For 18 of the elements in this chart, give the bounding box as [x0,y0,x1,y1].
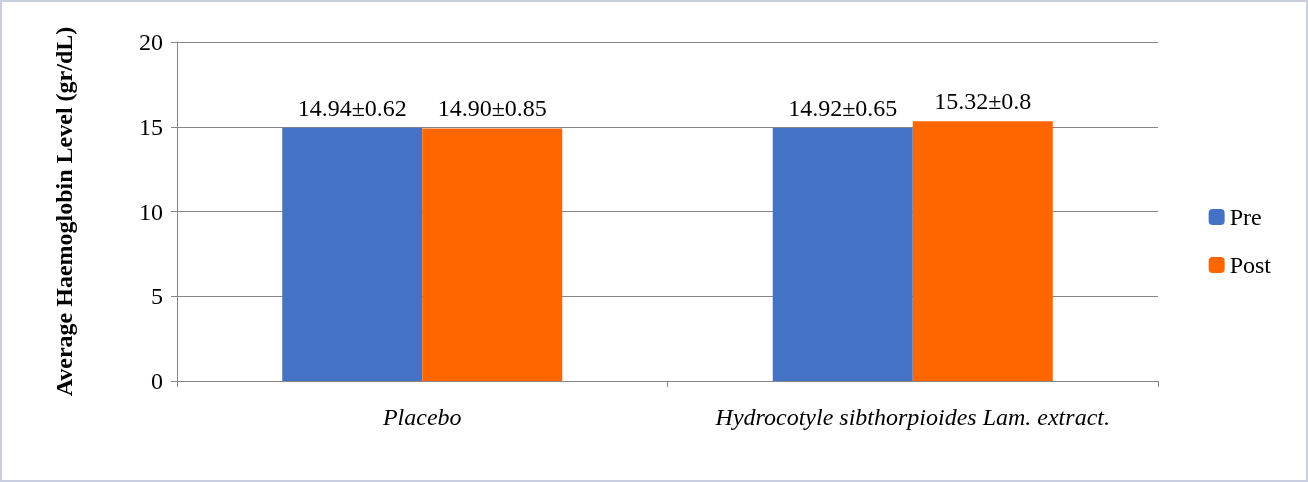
y-tick-label: 5 [151,283,163,310]
y-tick-label: 15 [139,113,163,140]
data-label: 14.92±0.65 [788,95,898,122]
bar [282,127,423,381]
data-label: 14.94±0.62 [297,94,407,121]
y-tick-label: 0 [151,368,163,394]
y-axis-title: Average Haemoglobin Level (gr/dL) [51,26,77,397]
y-tick-label: 20 [139,29,163,55]
y-tick-label: 10 [139,198,163,225]
bar [772,128,913,381]
data-label: 15.32±0.8 [934,88,1032,115]
bar [422,128,563,381]
legend-label: Pre [1229,204,1262,230]
x-tick-label: Placebo [381,404,462,430]
x-tick-label: Hydrocotyle sibthorpioides Lam. extract. [714,404,1110,430]
bar [912,121,1053,381]
legend-label: Post [1229,252,1272,278]
data-label: 14.90±0.85 [437,95,547,122]
